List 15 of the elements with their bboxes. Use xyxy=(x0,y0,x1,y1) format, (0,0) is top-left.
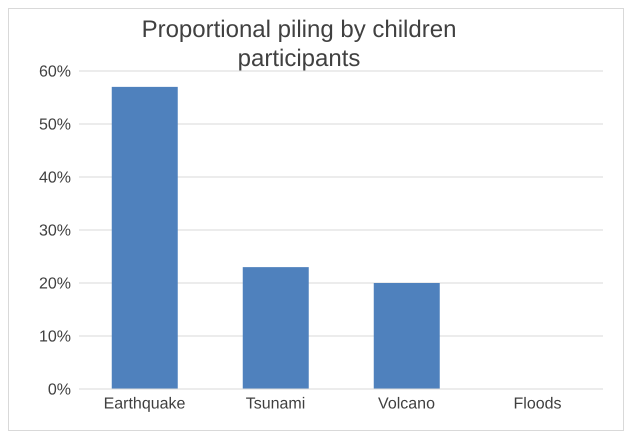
y-tick-label: 50% xyxy=(38,116,71,134)
y-tick-label: 0% xyxy=(48,382,71,399)
y-tick-label: 10% xyxy=(38,328,71,346)
y-tick-label: 60% xyxy=(38,64,71,81)
y-tick-label: 40% xyxy=(38,170,71,187)
x-tick-label: Floods xyxy=(513,395,562,412)
y-tick-label: 20% xyxy=(38,276,71,293)
x-tick-label: Tsunami xyxy=(246,395,306,412)
bar xyxy=(374,283,440,389)
x-tick-label: Volcano xyxy=(378,395,436,412)
x-tick-label: Earthquake xyxy=(104,395,186,412)
bar xyxy=(112,86,178,389)
chart-title: Proportional piling by children participants xyxy=(140,15,458,73)
bar xyxy=(242,267,309,389)
y-tick-label: 30% xyxy=(38,222,71,240)
